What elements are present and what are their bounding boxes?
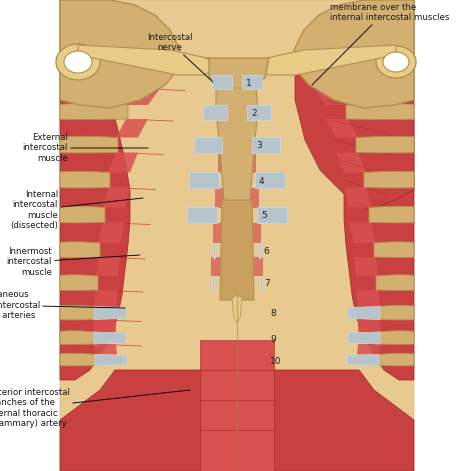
Polygon shape [187,207,217,223]
Polygon shape [60,104,128,120]
Polygon shape [95,355,127,365]
Polygon shape [200,340,237,471]
Polygon shape [383,52,409,72]
Polygon shape [349,222,376,243]
Polygon shape [232,295,242,322]
Text: Lateral cutaneous
branch of intercostal
nerves and arteries: Lateral cutaneous branch of intercostal … [0,290,125,320]
Polygon shape [60,171,110,188]
Polygon shape [212,75,232,89]
Polygon shape [60,353,97,366]
Polygon shape [216,88,258,295]
Polygon shape [60,242,100,257]
Polygon shape [347,355,379,365]
Polygon shape [60,136,118,153]
Polygon shape [376,46,416,78]
Polygon shape [94,307,126,319]
Polygon shape [223,119,251,138]
Text: 10: 10 [270,357,282,365]
Text: 3: 3 [256,141,262,151]
Polygon shape [295,20,414,210]
Polygon shape [205,58,269,90]
Polygon shape [94,319,116,332]
Polygon shape [356,290,380,307]
Polygon shape [252,137,280,153]
Polygon shape [356,136,414,153]
Polygon shape [348,307,380,319]
Polygon shape [259,243,261,258]
Polygon shape [357,344,380,355]
Polygon shape [378,305,414,320]
Polygon shape [377,353,414,366]
Polygon shape [257,207,287,223]
Polygon shape [213,243,215,258]
Text: 6: 6 [263,246,269,255]
Polygon shape [340,10,414,90]
Polygon shape [94,344,117,355]
Polygon shape [218,153,256,172]
Polygon shape [211,257,263,276]
Polygon shape [60,305,96,320]
Polygon shape [60,370,414,471]
Polygon shape [60,331,96,344]
Polygon shape [259,45,396,75]
Polygon shape [237,340,274,471]
Polygon shape [189,172,219,188]
Polygon shape [96,257,120,276]
Text: Innermost
intercostal
muscle: Innermost intercostal muscle [7,247,140,277]
Polygon shape [60,206,105,223]
Polygon shape [247,105,271,120]
Polygon shape [369,206,414,223]
Polygon shape [364,171,414,188]
Polygon shape [260,276,262,291]
Text: 5: 5 [261,211,267,220]
Polygon shape [354,257,378,276]
Text: Internal
intercostal
muscle
(dissected): Internal intercostal muscle (dissected) [10,190,143,230]
Polygon shape [94,332,126,344]
Polygon shape [378,331,414,344]
Polygon shape [220,200,254,300]
Polygon shape [116,119,148,138]
Text: 7: 7 [264,279,270,289]
Polygon shape [194,137,222,153]
Text: 2: 2 [251,108,256,117]
Polygon shape [98,222,125,243]
Polygon shape [215,187,259,208]
Polygon shape [374,242,414,257]
Polygon shape [255,172,285,188]
Text: 1: 1 [246,79,252,88]
Polygon shape [344,187,371,208]
Text: External intercostal
membrane over the
internal intercostal muscles: External intercostal membrane over the i… [312,0,449,85]
Text: 9: 9 [270,334,276,343]
Polygon shape [344,0,414,380]
Polygon shape [60,275,98,291]
Polygon shape [60,0,180,108]
Text: External
intercostal
muscle: External intercostal muscle [23,133,148,163]
Polygon shape [78,45,215,75]
Polygon shape [56,44,100,80]
Polygon shape [242,75,262,89]
Polygon shape [358,319,380,332]
Polygon shape [346,104,414,120]
Polygon shape [94,290,118,307]
Polygon shape [314,89,348,105]
Polygon shape [212,276,214,291]
Text: Anterior intercostal
branches of the
internal thoracic
(mammary) artery: Anterior intercostal branches of the int… [0,388,190,428]
Polygon shape [103,187,130,208]
Polygon shape [294,0,414,108]
Text: 4: 4 [259,177,264,186]
Polygon shape [64,51,92,73]
Polygon shape [60,0,414,471]
Text: 8: 8 [270,309,276,318]
Polygon shape [336,153,366,172]
Polygon shape [126,89,160,105]
Polygon shape [108,153,138,172]
Polygon shape [348,332,380,344]
Polygon shape [203,105,227,120]
Polygon shape [334,74,414,89]
Text: Intercostal
nerve: Intercostal nerve [147,32,213,82]
Polygon shape [376,275,414,291]
Polygon shape [60,0,130,380]
Polygon shape [60,74,140,89]
Polygon shape [228,89,246,105]
